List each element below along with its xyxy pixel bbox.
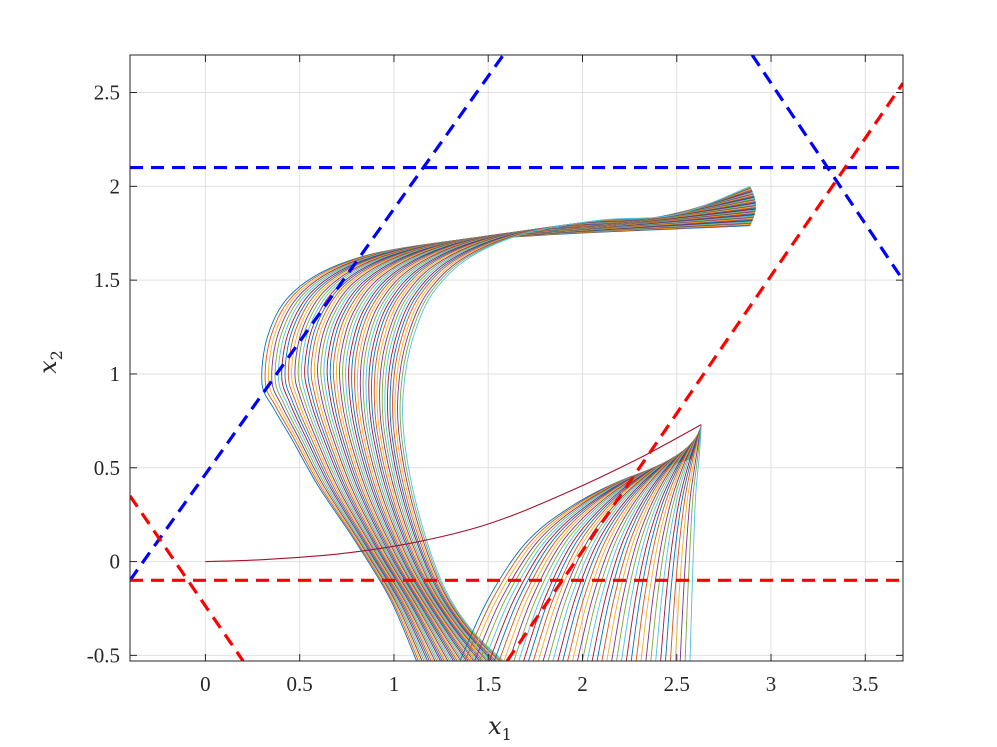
- y-tick-label-1: 0: [110, 550, 121, 574]
- trajectory-b-27: [591, 438, 698, 661]
- x-tick-label-2: 1: [389, 672, 400, 696]
- trajectory-b-33: [620, 434, 699, 661]
- boundary-line-0: [130, 55, 505, 582]
- trajectory-b-41: [660, 428, 701, 661]
- trajectory-b-23: [572, 441, 697, 661]
- trajectory-b-37: [640, 431, 700, 661]
- trajectory-b-40: [655, 429, 701, 661]
- trajectory-b-31: [611, 435, 699, 661]
- trajectory-b-36: [635, 432, 700, 661]
- boundary-line-4: [130, 494, 245, 661]
- x-tick-label-1: 0.5: [287, 672, 313, 696]
- plot-area: [130, 55, 903, 661]
- trajectory-b-45: [679, 425, 702, 661]
- trajectory-b-30: [606, 436, 699, 661]
- x-tick-label-4: 2: [577, 672, 588, 696]
- y-tick-label-3: 1: [110, 362, 121, 386]
- y-tick-label-2: 0.5: [94, 456, 120, 480]
- trajectory-b-20: [557, 443, 697, 661]
- trajectory-b-28: [596, 437, 698, 661]
- y-axis-label: x2: [34, 350, 66, 374]
- trajectory-b-42: [665, 428, 701, 661]
- trajectory-b-19: [552, 444, 696, 661]
- x-axis-label: x1: [488, 712, 512, 744]
- trajectory-b-34: [625, 433, 700, 661]
- y-tick-label-4: 1.5: [94, 268, 120, 292]
- trajectory-b-21: [562, 442, 697, 661]
- grid: [130, 55, 903, 661]
- y-tick-label-6: 2.5: [94, 81, 120, 105]
- trajectory-b-24: [576, 440, 697, 661]
- trajectory-b-25: [581, 440, 698, 661]
- trajectory-b-39: [650, 430, 701, 661]
- boundary-line-5: [505, 82, 903, 661]
- y-tick-labels: -0.5 0 0.5 1 1.5 2 2.5: [87, 81, 120, 668]
- trajectory-b-38: [645, 430, 700, 661]
- trajectory-b-32: [616, 435, 699, 661]
- trajectory-b-26: [586, 439, 698, 661]
- y-tick-label-5: 2: [110, 174, 121, 198]
- axis-ticks: [130, 55, 903, 661]
- trajectory-b-43: [669, 427, 701, 661]
- trajectory-family-b: [205, 424, 702, 661]
- trajectory-a-47: [402, 185, 751, 661]
- y-tick-label-0: -0.5: [87, 643, 120, 667]
- boundary-line-2: [750, 55, 903, 282]
- trajectory-b-35: [630, 432, 700, 661]
- trajectory-b-29: [601, 437, 699, 661]
- trajectory-b-22: [567, 442, 697, 661]
- x-tick-label-3: 1.5: [475, 672, 501, 696]
- x-tick-label-6: 3: [766, 672, 777, 696]
- x-tick-label-5: 2.5: [664, 672, 690, 696]
- x-tick-label-0: 0: [200, 672, 211, 696]
- trajectory-b-47: [689, 424, 702, 661]
- axes-box: [129, 54, 904, 662]
- trajectory-b-tail: [205, 424, 702, 563]
- trajectory-b-44: [674, 426, 702, 661]
- x-tick-labels: 0 0.5 1 1.5 2 2.5 3 3.5: [200, 672, 878, 696]
- boundary-lines: [130, 55, 903, 661]
- trajectory-family-a: [261, 185, 756, 661]
- trajectory-b-46: [684, 425, 702, 661]
- x-tick-label-7: 3.5: [852, 672, 878, 696]
